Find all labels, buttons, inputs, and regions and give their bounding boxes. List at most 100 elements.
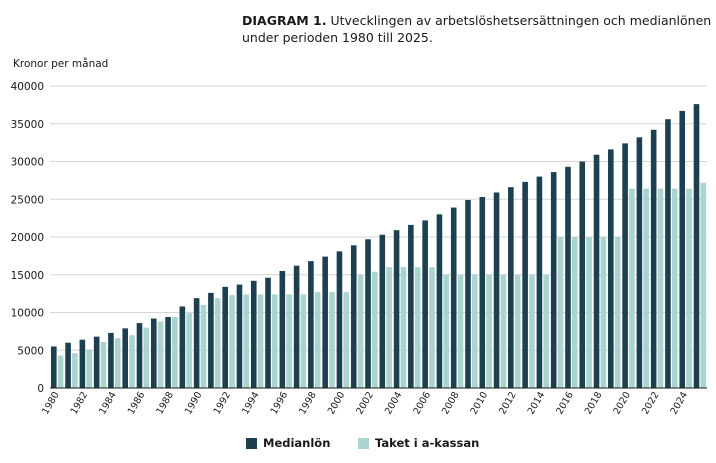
bar-median	[165, 317, 171, 388]
bar-chart: 0 5000 10000 15000 20000 25000 30000 35000 40000…	[11, 81, 707, 416]
bar-median	[408, 224, 414, 388]
bar-tak	[657, 188, 664, 388]
bar-tak	[257, 294, 264, 388]
legend-label-tak: Taket i a-kassan	[375, 436, 480, 450]
bar-median	[279, 270, 286, 388]
bar-median	[608, 149, 614, 388]
bar-median	[522, 181, 528, 388]
x-tick-label: 2010	[469, 390, 491, 416]
legend-label-median: Medianlön	[263, 436, 331, 450]
bar-median	[650, 129, 657, 389]
bar-median	[679, 110, 686, 388]
legend: Medianlön Taket i a-kassan	[0, 436, 716, 454]
bar-median	[493, 192, 500, 388]
bar-median	[508, 187, 514, 388]
bar-tak	[686, 188, 692, 388]
y-tick-label: 5000	[17, 345, 44, 357]
x-tick-label: 2006	[411, 390, 433, 416]
x-tick-label: 1986	[126, 390, 148, 416]
bar-median	[593, 154, 600, 388]
bar-median	[122, 328, 129, 388]
bar-median	[51, 346, 57, 388]
bar-tak	[186, 313, 192, 388]
bar-median	[550, 172, 557, 388]
bar-tak	[643, 188, 649, 388]
x-tick-label: 1992	[212, 390, 234, 416]
bar-median	[336, 251, 343, 388]
bar-tak	[157, 321, 164, 388]
legend-item-median: Medianlön	[246, 436, 330, 450]
y-tick-label: 40000	[11, 81, 44, 93]
x-tick-label: 2014	[526, 390, 548, 416]
bar-median	[79, 339, 86, 388]
bar-median	[193, 298, 200, 388]
bar-tak	[700, 182, 707, 388]
bar-median	[536, 176, 543, 388]
y-tick-label: 15000	[11, 270, 44, 282]
x-tick-label: 2024	[669, 390, 691, 416]
bar-median	[208, 292, 214, 388]
bar-median	[136, 323, 143, 388]
bar-tak	[286, 294, 292, 388]
bar-tak	[414, 267, 421, 388]
bar-median	[365, 239, 371, 388]
y-tick-label: 10000	[11, 308, 44, 320]
x-tick-label: 2022	[640, 390, 662, 416]
bar-median	[665, 119, 671, 388]
bar-tak	[671, 188, 678, 388]
x-tick-label: 1988	[154, 390, 176, 416]
bar-tak	[514, 274, 521, 388]
bar-tak	[243, 294, 250, 388]
bar-tak	[429, 267, 435, 388]
chart-title-text: Utvecklingen av arbetslöshetsersättninge…	[242, 13, 712, 45]
bar-tak	[357, 274, 364, 388]
bar-median	[636, 137, 643, 388]
bar-tak	[214, 298, 221, 388]
bar-tak	[529, 274, 535, 388]
y-tick-label: 25000	[11, 194, 44, 206]
bar-median	[465, 200, 471, 388]
bar-median	[250, 280, 257, 388]
bar-tak	[86, 349, 92, 388]
bar-tak	[100, 341, 107, 388]
x-tick-label: 2004	[383, 390, 405, 416]
bar-tak	[372, 271, 378, 388]
x-tick-label: 2002	[354, 390, 376, 416]
bar-tak	[143, 327, 150, 388]
bar-tak	[314, 292, 321, 388]
bar-median	[622, 143, 628, 388]
bar-median	[179, 306, 186, 388]
bar-median	[93, 336, 100, 388]
x-tick-label: 2000	[326, 390, 348, 416]
bar-median	[579, 161, 586, 388]
bar-tak	[629, 188, 635, 388]
x-tick-label: 1996	[269, 390, 291, 416]
bar-tak	[114, 338, 121, 388]
y-tick-label: 30000	[11, 157, 44, 169]
x-tick-label: 1990	[183, 390, 205, 416]
bar-median	[393, 230, 400, 388]
bar-tak	[571, 237, 578, 388]
y-tick-label: 35000	[11, 119, 44, 131]
bar-tak	[543, 274, 550, 388]
bar-tak	[229, 295, 235, 388]
bar-tak	[329, 292, 335, 388]
bar-tak	[200, 304, 207, 388]
bar-tak	[172, 317, 178, 388]
bar-median	[65, 342, 71, 388]
bar-median	[308, 261, 314, 388]
x-tick-label: 1982	[69, 390, 91, 416]
legend-swatch-median	[246, 437, 257, 449]
chart-title: DIAGRAM 1. Utvecklingen av arbetslöshets…	[242, 12, 712, 46]
x-tick-label: 1998	[297, 390, 319, 416]
legend-item-tak: Taket i a-kassan	[358, 436, 479, 450]
bar-tak	[557, 237, 564, 388]
bar-median	[565, 166, 571, 388]
bar-median	[150, 318, 157, 388]
y-axis-label: Kronor per månad	[13, 58, 109, 70]
bar-median	[265, 277, 271, 388]
bar-median	[236, 284, 243, 388]
bar-median	[222, 286, 228, 388]
bar-tak	[614, 237, 621, 388]
bar-median	[479, 196, 486, 388]
